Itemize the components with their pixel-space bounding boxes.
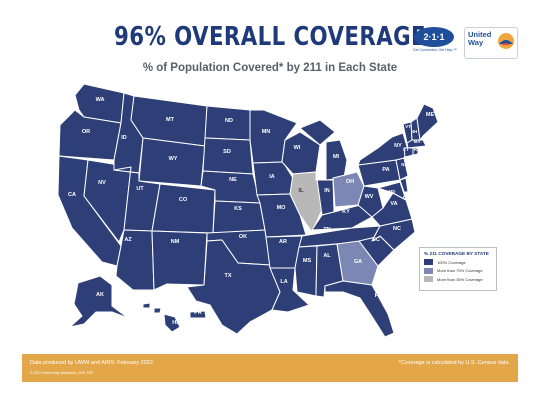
state-me — [416, 103, 439, 141]
state-label-mt: MT — [166, 117, 175, 123]
footer-source: Data produced by UWW and AIRS: February … — [30, 360, 153, 366]
state-label-ia: IA — [269, 174, 275, 180]
state-label-nd: ND — [225, 118, 233, 124]
state-label-pa: PA — [382, 167, 389, 173]
page-subtitle: % of Population Covered* by 211 in Each … — [142, 62, 398, 74]
state-label-pr: PR — [194, 310, 202, 316]
legend-swatch — [424, 259, 433, 265]
state-label-de: DE — [414, 184, 420, 189]
state-label-fl: FL — [375, 293, 382, 299]
state-wv — [357, 185, 384, 218]
legend-swatch — [424, 276, 433, 282]
state-ms — [294, 245, 318, 297]
state-label-tn: TN — [323, 227, 330, 233]
state-label-nj: NJ — [401, 162, 407, 167]
legend-swatch — [424, 267, 433, 274]
state-la — [269, 267, 310, 313]
state-az — [115, 229, 155, 291]
state-label-az: AZ — [124, 237, 132, 243]
logo-united-way-text: United Way — [468, 30, 492, 47]
state-label-ma: MA — [414, 139, 421, 144]
state-label-ny: NY — [394, 143, 402, 149]
legend-item-over75: More than 75% Coverage — [424, 267, 492, 274]
state-label-ms: MS — [303, 258, 312, 264]
state-label-md: MD — [389, 189, 396, 194]
state-md — [377, 181, 407, 201]
state-label-nv: NV — [98, 180, 106, 186]
state-label-nc: NC — [393, 226, 401, 232]
state-label-wi: WI — [294, 145, 301, 151]
state-label-sd: SD — [223, 149, 231, 155]
state-hi — [142, 302, 181, 333]
state-label-ca: CA — [68, 192, 76, 198]
state-mi-upper — [299, 119, 336, 146]
state-wy — [138, 137, 206, 187]
state-label-ak: AK — [96, 292, 104, 298]
legend-item-over35: More than 35% Coverage — [424, 276, 492, 282]
state-label-in: IN — [324, 188, 330, 194]
footer-note: *Coverage is calculated by U.S. Census d… — [398, 360, 510, 366]
state-label-wy: WY — [169, 156, 178, 162]
state-tx — [186, 239, 281, 335]
state-label-nm: NM — [171, 239, 180, 245]
state-de — [399, 177, 409, 193]
state-ri — [412, 147, 419, 156]
state-label-al: AL — [323, 253, 331, 259]
state-label-ar: AR — [279, 239, 287, 245]
state-label-ri: RI — [414, 147, 418, 152]
page-title: 96% OVERALL COVERAGE — [113, 22, 427, 52]
state-label-va: VA — [390, 201, 397, 207]
state-label-id: ID — [121, 135, 127, 141]
legend-label: More than 35% Coverage — [437, 276, 483, 282]
state-label-ok: OK — [239, 234, 247, 240]
logo-211-tagline: Get Connected. Get Help.™ — [413, 48, 457, 52]
state-label-wv: WV — [365, 194, 374, 200]
state-label-ky: KY — [342, 209, 350, 215]
state-mi — [325, 139, 348, 181]
legend-label: More than 75% Coverage — [437, 268, 483, 273]
state-label-mn: MN — [262, 129, 271, 135]
state-label-il: IL — [299, 188, 305, 194]
state-label-vt: VT — [405, 124, 411, 129]
legend-item-full: 100% Coverage — [424, 259, 492, 265]
state-label-oh: OH — [346, 179, 354, 185]
state-label-nh: NH — [411, 129, 417, 134]
state-label-sc: SC — [372, 237, 380, 243]
logo-united-way: United Way — [464, 27, 518, 59]
legend-title: % 211 COVERAGE BY STATE — [424, 251, 489, 256]
united-way-hand-icon — [498, 33, 514, 49]
legend-label: 100% Coverage — [437, 259, 466, 265]
territory-pr — [189, 310, 207, 319]
state-sd — [202, 137, 254, 175]
state-ga — [336, 240, 379, 286]
logo-211: 2·1·1 Get Connected. Get Help.™ — [413, 27, 457, 57]
logo-211-mark: 2·1·1 — [414, 27, 454, 47]
state-ak — [69, 275, 129, 328]
state-label-or: OR — [82, 129, 90, 135]
state-va — [359, 192, 413, 227]
state-label-wa: WA — [96, 97, 105, 103]
state-label-tx: TX — [224, 273, 231, 279]
state-label-mo: MO — [277, 205, 287, 211]
state-label-hi: HI — [172, 320, 178, 326]
state-co — [151, 183, 216, 234]
state-fl — [324, 280, 395, 338]
state-label-ct: CT — [403, 147, 409, 152]
state-label-ks: KS — [234, 206, 242, 212]
state-label-ne: NE — [229, 177, 237, 183]
state-label-ga: GA — [354, 259, 362, 265]
state-label-mi: MI — [333, 154, 340, 160]
state-nm — [151, 230, 208, 291]
state-label-la: LA — [280, 279, 287, 285]
state-label-ut: UT — [136, 186, 144, 192]
footer-copyright: © 2022 United Way Worldwide | USE PDF — [30, 371, 94, 375]
state-label-dc: DC — [403, 195, 409, 200]
state-label-co: CO — [179, 197, 188, 203]
footer-bar: Data produced by UWW and AIRS: February … — [22, 354, 518, 382]
state-ma — [406, 139, 427, 149]
map-legend: % 211 COVERAGE BY STATE 100% Coverage Mo… — [419, 247, 497, 291]
state-label-me: ME — [426, 112, 435, 118]
